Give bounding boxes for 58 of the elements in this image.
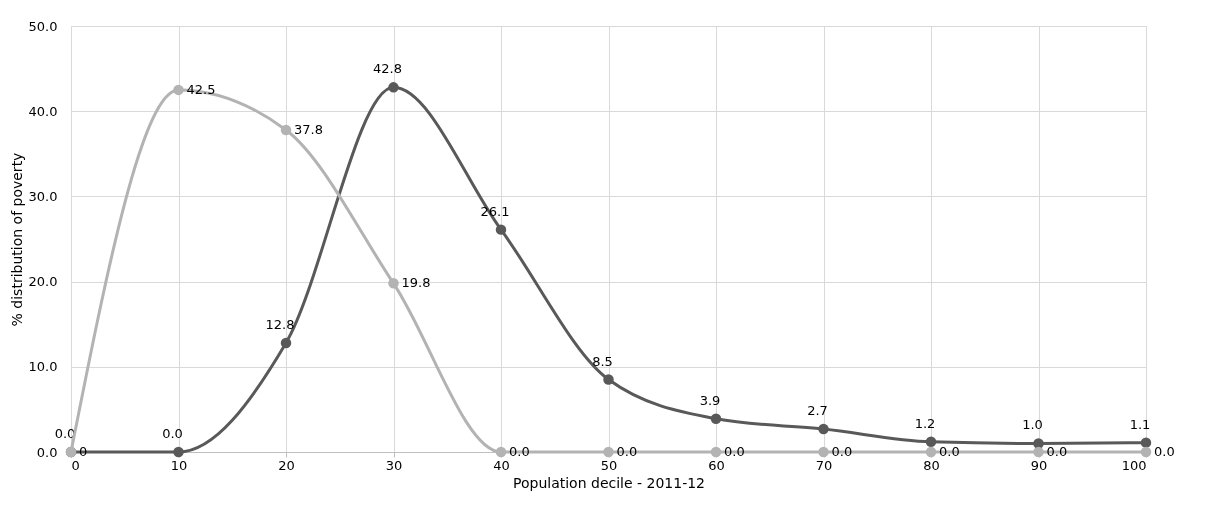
data-label: 2.7	[807, 403, 828, 418]
point	[173, 84, 184, 96]
data-label: 0.0	[724, 444, 745, 459]
data-label: 0.0	[831, 444, 853, 459]
point	[710, 413, 722, 425]
point	[925, 436, 937, 448]
y-tick-label: 20.0	[28, 274, 58, 290]
point	[495, 446, 507, 458]
data-label: 0.0	[1154, 444, 1175, 459]
data-label: 19.8	[401, 275, 431, 291]
y-tick-label: 30.0	[28, 188, 58, 204]
point	[388, 82, 399, 93]
x-tick-label: 70	[815, 457, 833, 473]
y-tick-label: 0.0	[36, 444, 58, 460]
point	[280, 124, 292, 136]
point	[603, 446, 614, 458]
x-tick-label: 80	[923, 457, 940, 473]
point	[925, 446, 937, 458]
x-tick-label: 30	[385, 457, 403, 473]
data-label: 0.0	[616, 444, 638, 459]
point	[710, 446, 722, 458]
point	[1140, 446, 1152, 458]
point	[603, 374, 614, 385]
y-tick-label: 50.0	[28, 18, 58, 34]
data-label: 1.2	[914, 415, 936, 431]
data-label: 42.5	[186, 81, 216, 97]
data-label: 0.0	[939, 444, 960, 459]
point	[495, 224, 507, 235]
point	[1140, 437, 1152, 448]
data-label: 8.5	[592, 353, 613, 369]
x-tick-label: 20	[278, 457, 295, 473]
point	[280, 337, 292, 349]
point	[818, 446, 829, 458]
x-tick-label: 60	[708, 457, 725, 473]
x-tick-label: 90	[1030, 457, 1048, 473]
y-tick-label: 40.0	[28, 103, 58, 119]
x-tick-label: 100	[1121, 457, 1147, 473]
point	[173, 446, 184, 458]
point	[1033, 438, 1044, 449]
x-axis-title: Population decile - 2011-12	[512, 474, 706, 491]
point	[818, 423, 829, 435]
data-label: 42.8	[373, 61, 402, 77]
point	[1033, 446, 1044, 458]
point	[388, 278, 399, 289]
data-label: 12.8	[265, 316, 295, 332]
y-tick-label: 10.0	[28, 359, 58, 375]
data-label: 0.0	[1046, 444, 1068, 459]
data-label: 1.0	[1022, 417, 1043, 433]
x-tick-label: 10	[170, 457, 188, 473]
data-label: 1.1	[1129, 416, 1151, 432]
data-label: 3.9	[699, 392, 721, 408]
x-tick-label: 0	[71, 457, 80, 473]
data-label: 0.0	[509, 444, 530, 459]
y-axis-title: % distribution of poverty	[8, 152, 25, 327]
data-label: 0.0	[162, 426, 183, 441]
x-tick-label: 40	[493, 457, 510, 473]
x-tick-label: 50	[600, 457, 618, 473]
data-label: 37.8	[294, 121, 323, 137]
